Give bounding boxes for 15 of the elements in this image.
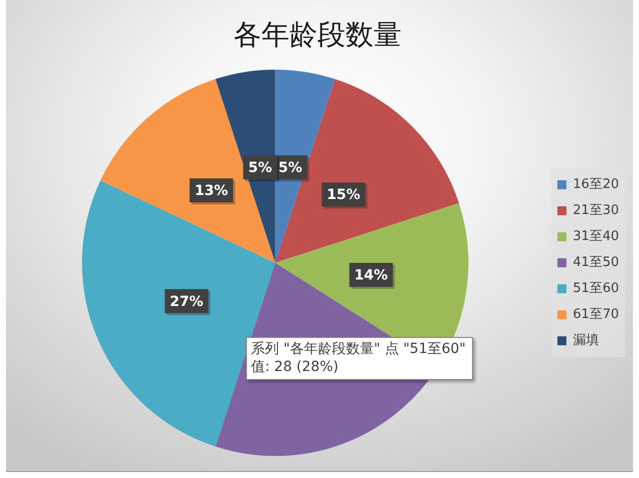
chart-title: 各年龄段数量 (234, 20, 402, 52)
data-label: 15% (326, 187, 360, 204)
legend-label: 51至60 (572, 281, 620, 296)
legend-label: 41至50 (572, 255, 620, 270)
data-label: 5% (278, 160, 302, 176)
legend-label: 21至30 (572, 203, 620, 218)
data-label: 13% (194, 182, 228, 199)
data-label: 5% (248, 160, 272, 176)
data-label: 27% (170, 294, 204, 310)
data-label: 14% (354, 268, 388, 284)
legend-label: 漏填 (572, 333, 599, 348)
legend-label: 16至20 (572, 177, 620, 192)
legend-label: 61至70 (572, 307, 620, 322)
callout-box: 系列 "各年龄段数量" 点 "51至60" 值: 28 (28%) (246, 337, 473, 380)
legend-label: 31至40 (572, 229, 620, 244)
